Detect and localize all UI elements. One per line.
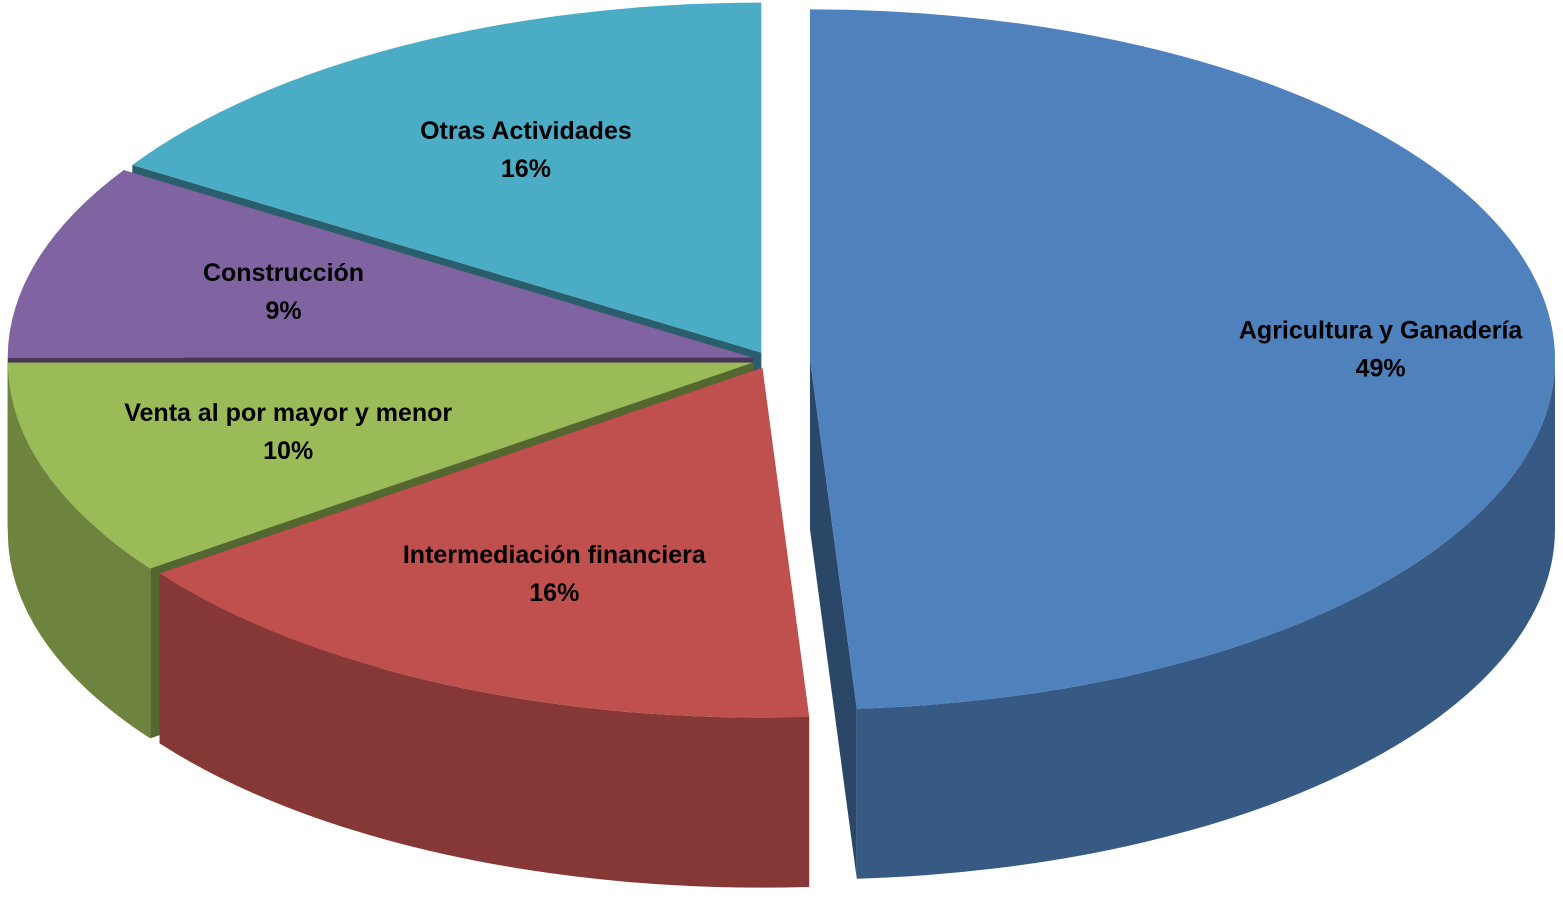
slice-label: Otras Actividades [420,117,632,145]
slice-side [7,362,151,739]
slice [159,367,810,888]
slice-value-label: 9% [265,297,301,325]
slice-top [159,367,810,718]
slice-value-label: 16% [501,155,551,183]
slice-label: Agricultura y Ganadería [1239,317,1524,345]
slice-face [809,359,857,879]
slice-side [856,359,1555,879]
slice-top [7,170,753,358]
slice-label: Venta al por mayor y menor [124,399,452,427]
slice-label: Construcción [203,259,364,287]
slice-top [7,362,753,569]
slice-top [132,2,762,353]
slice-side [159,573,810,888]
slice-value-label: 49% [1356,355,1406,383]
slice-top [809,9,1555,709]
slice-value-label: 16% [529,579,579,607]
slice-label: Intermediación financiera [403,541,707,569]
slice-value-label: 10% [263,437,313,465]
slice [809,9,1555,879]
